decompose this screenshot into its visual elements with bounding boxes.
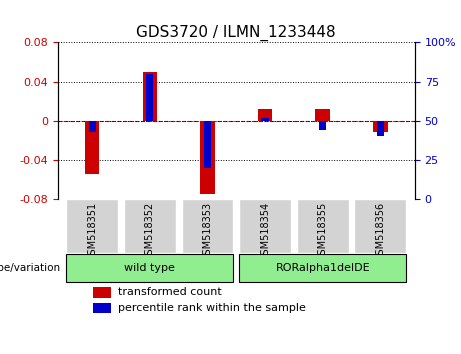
Text: GSM518351: GSM518351	[87, 201, 97, 261]
Text: GSM518353: GSM518353	[202, 201, 213, 261]
FancyBboxPatch shape	[182, 199, 233, 252]
Bar	[85, 121, 100, 175]
FancyBboxPatch shape	[66, 254, 233, 282]
Text: transformed count: transformed count	[118, 287, 222, 297]
Text: percentile rank within the sample: percentile rank within the sample	[118, 303, 306, 313]
Title: GDS3720 / ILMN_1233448: GDS3720 / ILMN_1233448	[136, 25, 336, 41]
FancyBboxPatch shape	[66, 199, 118, 252]
FancyBboxPatch shape	[355, 199, 406, 252]
Bar	[142, 72, 157, 121]
Bar	[204, 121, 211, 167]
Bar	[89, 121, 96, 132]
Bar	[319, 121, 326, 130]
Text: GSM518356: GSM518356	[375, 201, 385, 261]
Bar	[377, 121, 384, 136]
Bar	[93, 303, 111, 314]
Text: GSM518352: GSM518352	[145, 201, 155, 261]
Bar	[146, 74, 154, 121]
FancyBboxPatch shape	[297, 199, 349, 252]
Text: RORalpha1delDE: RORalpha1delDE	[275, 263, 370, 273]
Text: genotype/variation: genotype/variation	[0, 263, 60, 273]
Text: GSM518354: GSM518354	[260, 201, 270, 261]
FancyBboxPatch shape	[239, 254, 406, 282]
Text: wild type: wild type	[124, 263, 175, 273]
Bar	[373, 121, 388, 132]
FancyBboxPatch shape	[239, 199, 291, 252]
Bar	[261, 118, 269, 121]
Bar	[315, 109, 330, 121]
Bar	[258, 109, 272, 121]
Text: GSM518355: GSM518355	[318, 201, 328, 261]
FancyBboxPatch shape	[124, 199, 176, 252]
Bar	[200, 121, 215, 194]
Bar	[93, 287, 111, 298]
